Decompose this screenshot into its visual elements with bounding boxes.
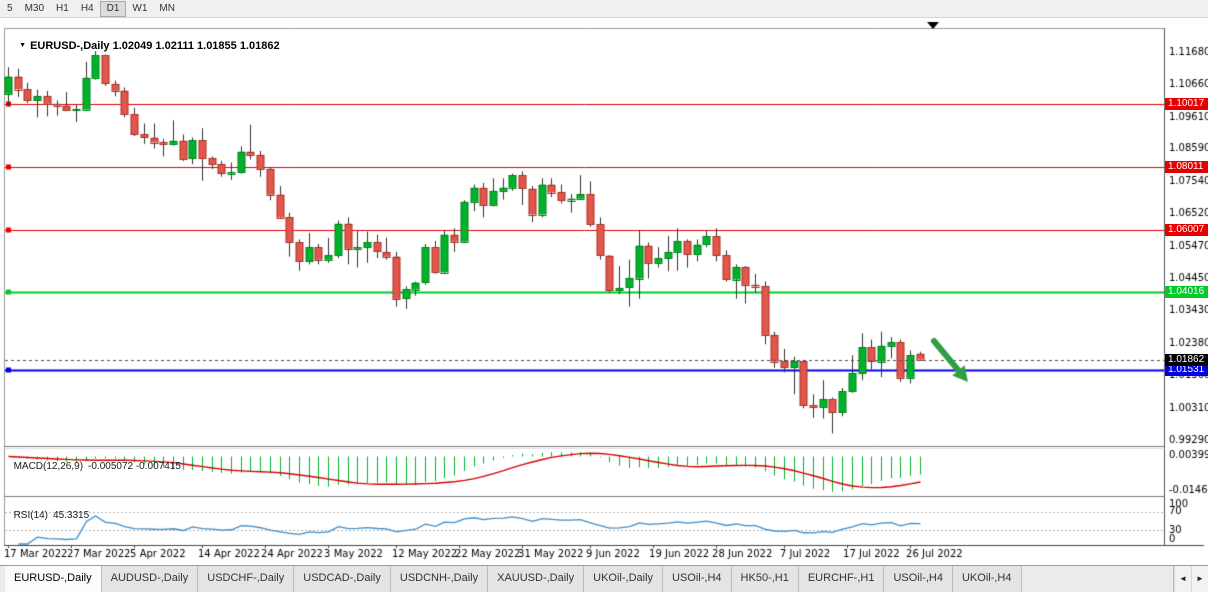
tab-audusd-daily[interactable]: AUDUSD-,Daily bbox=[101, 566, 199, 592]
timeframe-button-5[interactable]: 5 bbox=[7, 2, 13, 14]
tab-usdcad-daily[interactable]: USDCAD-,Daily bbox=[294, 566, 391, 592]
current-price-tag: 1.01862 bbox=[1165, 353, 1208, 366]
tab-ukoil-daily[interactable]: UKOil-,Daily bbox=[584, 566, 664, 592]
hline-price-tag-1.04016: 1.04016 bbox=[1165, 286, 1208, 299]
ohlc-values: 1.02049 1.02111 1.01855 1.01862 bbox=[112, 40, 280, 52]
tab-scroll-left-button[interactable]: ◄ bbox=[1174, 566, 1191, 592]
tab-usdchf-daily[interactable]: USDCHF-,Daily bbox=[198, 566, 295, 592]
tab-hk50-h1[interactable]: HK50-,H1 bbox=[731, 566, 799, 592]
tab-scroll-controls: ◄ ► bbox=[1173, 566, 1208, 592]
hline-price-tag-1.10017: 1.10017 bbox=[1165, 98, 1208, 111]
tab-eurchf-h1[interactable]: EURCHF-,H1 bbox=[798, 566, 885, 592]
timeframe-button-W1[interactable]: W1 bbox=[132, 2, 148, 14]
symbol-ohlc-label: ▼ EURUSD-,Daily 1.02049 1.02111 1.01855 1… bbox=[13, 28, 280, 52]
macd-values: -0.005072 -0.007415 bbox=[88, 461, 181, 472]
tab-ukoil-h4[interactable]: UKOil-,H4 bbox=[952, 566, 1022, 592]
timeframe-toolbar: 5 M30 H1 H4 D1 W1 MN bbox=[0, 0, 1208, 18]
hline-price-tag-1.01531: 1.01531 bbox=[1165, 363, 1208, 376]
timeframe-button-H1[interactable]: H1 bbox=[56, 2, 69, 14]
tab-xauusd-daily[interactable]: XAUUSD-,Daily bbox=[488, 566, 585, 592]
timeframe-button-H4[interactable]: H4 bbox=[80, 2, 94, 14]
macd-label: MACD(12,26,9) -0.005072 -0.007415 bbox=[8, 450, 181, 472]
hline-price-tag-1.06007: 1.06007 bbox=[1165, 223, 1208, 236]
tab-usoil-h4[interactable]: USOil-,H4 bbox=[884, 566, 953, 592]
tab-scroll-right-button[interactable]: ► bbox=[1191, 566, 1208, 592]
symbol-dropdown-icon[interactable]: ▼ bbox=[19, 42, 27, 49]
rsi-value: 45.3315 bbox=[53, 510, 90, 521]
symbol-name: EURUSD-,Daily bbox=[30, 40, 110, 52]
hline-price-tag-1.08011: 1.08011 bbox=[1165, 160, 1208, 173]
timeframe-button-MN[interactable]: MN bbox=[159, 2, 175, 14]
tab-usdcnh-daily[interactable]: USDCNH-,Daily bbox=[390, 566, 489, 592]
tab-usoil-h4[interactable]: USOil-,H4 bbox=[663, 566, 732, 592]
timeframe-button-D1[interactable]: D1 bbox=[99, 0, 127, 17]
symbol-tab-bar: EURUSD-,Daily AUDUSD-,Daily USDCHF-,Daily U… bbox=[0, 565, 1208, 592]
rsi-label: RSI(14) 45.3315 bbox=[8, 499, 90, 521]
symbol-tabs: EURUSD-,Daily AUDUSD-,Daily USDCHF-,Daily U… bbox=[0, 566, 1173, 592]
rsi-title: RSI(14) bbox=[13, 510, 49, 521]
timeframe-button-M30[interactable]: M30 bbox=[24, 2, 45, 14]
macd-title: MACD(12,26,9) bbox=[13, 461, 84, 472]
tab-eurusd-daily[interactable]: EURUSD-,Daily bbox=[5, 566, 102, 592]
